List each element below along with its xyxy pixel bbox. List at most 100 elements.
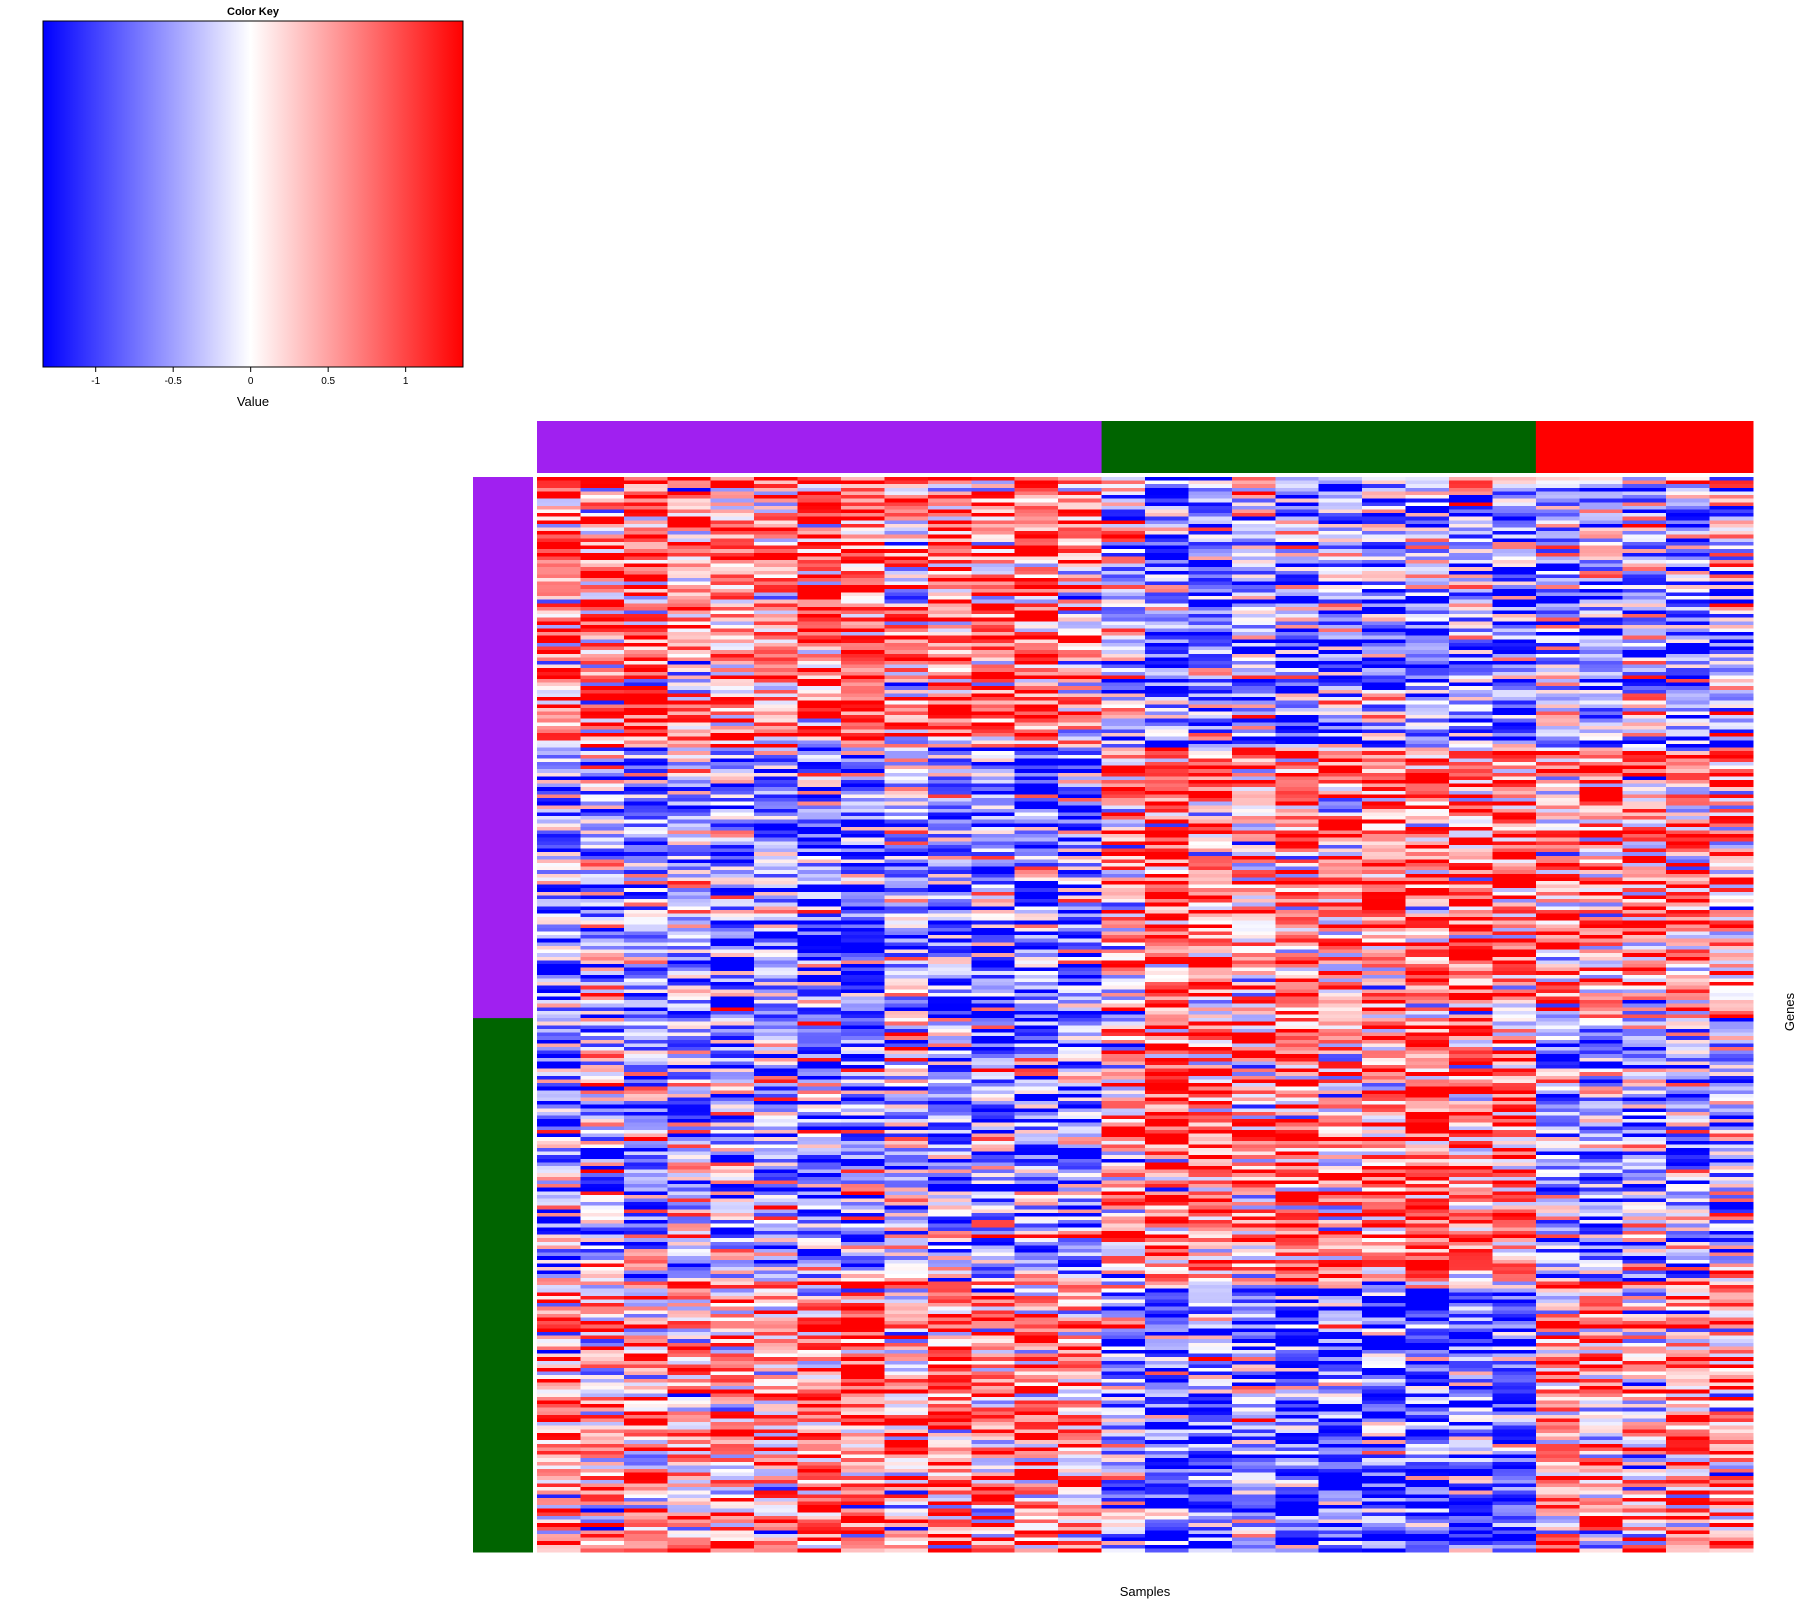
- heatmap-cell: [1492, 1000, 1537, 1004]
- heatmap-cell: [1579, 498, 1624, 503]
- heatmap-cell: [1579, 816, 1624, 820]
- heatmap-cell: [1058, 794, 1102, 799]
- heatmap-cell: [1231, 783, 1276, 788]
- heatmap-cell: [1318, 559, 1363, 564]
- heatmap-cell: [1622, 866, 1667, 871]
- heatmap-cell: [1666, 538, 1710, 543]
- heatmap-cell: [1492, 884, 1537, 889]
- heatmap-cell: [1318, 902, 1363, 907]
- heatmap-cell: [1579, 657, 1624, 662]
- heatmap-cell: [754, 808, 798, 813]
- heatmap-cell: [537, 798, 581, 802]
- heatmap-cell: [1188, 523, 1233, 528]
- heatmap-cell: [1231, 523, 1276, 528]
- heatmap-cell: [1709, 935, 1754, 940]
- heatmap-cell: [710, 675, 755, 680]
- heatmap-cell: [1145, 783, 1189, 788]
- heatmap-cell: [1492, 689, 1537, 694]
- heatmap-cell: [1188, 599, 1233, 604]
- heatmap-cell: [927, 906, 972, 911]
- heatmap-cell: [1362, 1083, 1406, 1087]
- heatmap-cell: [1275, 491, 1320, 496]
- heatmap-cell: [1188, 639, 1233, 644]
- heatmap-cell: [1579, 596, 1624, 600]
- heatmap-cell: [580, 808, 625, 813]
- heatmap-cell: [927, 1075, 972, 1080]
- heatmap-cell: [841, 974, 885, 979]
- heatmap-cell: [884, 632, 929, 637]
- heatmap-cell: [710, 776, 755, 781]
- heatmap-cell: [1014, 722, 1059, 727]
- heatmap-cell: [1318, 498, 1363, 503]
- heatmap-cell: [797, 574, 842, 579]
- heatmap-cell: [710, 956, 755, 961]
- heatmap-cell: [1535, 552, 1580, 557]
- heatmap-cell: [1275, 956, 1320, 961]
- heatmap-cell: [1492, 1025, 1537, 1030]
- heatmap-cell: [1362, 1050, 1406, 1055]
- heatmap-cell: [1014, 516, 1059, 521]
- heatmap-cell: [1579, 617, 1624, 622]
- heatmap-cell: [1622, 776, 1667, 781]
- heatmap-cell: [754, 1101, 798, 1105]
- heatmap-cell: [710, 531, 755, 536]
- heatmap-cell: [623, 826, 668, 831]
- heatmap-cell: [1318, 1075, 1363, 1080]
- heatmap-cell: [1709, 743, 1754, 748]
- heatmap-cell: [1622, 592, 1667, 597]
- heatmap-cell: [1492, 971, 1537, 976]
- heatmap-cell: [1101, 935, 1146, 940]
- heatmap-cell: [667, 502, 712, 507]
- heatmap-cell: [1231, 707, 1276, 712]
- heatmap-cell: [1492, 559, 1537, 564]
- heatmap-cell: [667, 509, 712, 514]
- heatmap-cell: [1318, 989, 1363, 994]
- heatmap-cell: [1014, 614, 1059, 618]
- heatmap-cell: [1666, 884, 1710, 889]
- heatmap-cell: [1188, 664, 1233, 669]
- heatmap-cell: [1405, 924, 1450, 929]
- heatmap-cell: [1145, 1010, 1189, 1015]
- heatmap-cell: [1622, 855, 1667, 860]
- heatmap-cell: [1014, 834, 1059, 839]
- heatmap-cell: [623, 610, 668, 615]
- heatmap-cell: [710, 480, 755, 485]
- heatmap-cell: [1535, 953, 1580, 958]
- heatmap-cell: [1405, 1065, 1450, 1069]
- heatmap-cell: [1275, 974, 1320, 979]
- heatmap-cell: [1014, 1010, 1059, 1015]
- heatmap-cell: [667, 657, 712, 662]
- heatmap-cell: [754, 509, 798, 514]
- heatmap-cell: [1231, 697, 1276, 701]
- heatmap-cell: [1058, 715, 1102, 719]
- heatmap-cell: [754, 967, 798, 972]
- heatmap-cell: [623, 747, 668, 752]
- heatmap-cell: [1188, 585, 1233, 590]
- heatmap-cell: [1101, 953, 1146, 958]
- heatmap-cell: [1405, 523, 1450, 528]
- heatmap-cell: [754, 700, 798, 705]
- heatmap-cell: [1535, 585, 1580, 590]
- heatmap-cell: [754, 862, 798, 867]
- heatmap-cell: [1622, 837, 1667, 842]
- heatmap-cell: [1709, 794, 1754, 799]
- heatmap-cell: [1449, 1028, 1493, 1033]
- heatmap-cell: [927, 729, 972, 734]
- heatmap-cell: [841, 769, 885, 774]
- heatmap-cell: [754, 1054, 798, 1059]
- heatmap-cell: [1058, 1115, 1102, 1120]
- heatmap-cell: [1318, 974, 1363, 979]
- heatmap-cell: [623, 1014, 668, 1019]
- heatmap-cell: [537, 787, 581, 792]
- heatmap-cell: [1622, 628, 1667, 633]
- heatmap-cell: [1579, 679, 1624, 683]
- heatmap-cell: [884, 668, 929, 673]
- heatmap-cell: [1492, 902, 1537, 907]
- heatmap-cell: [971, 657, 1016, 662]
- heatmap-cell: [1231, 502, 1276, 507]
- heatmap-cell: [797, 660, 842, 665]
- heatmap-cell: [797, 826, 842, 831]
- heatmap-cell: [1188, 1018, 1233, 1023]
- heatmap-cell: [1318, 1028, 1363, 1033]
- heatmap-cell: [580, 888, 625, 893]
